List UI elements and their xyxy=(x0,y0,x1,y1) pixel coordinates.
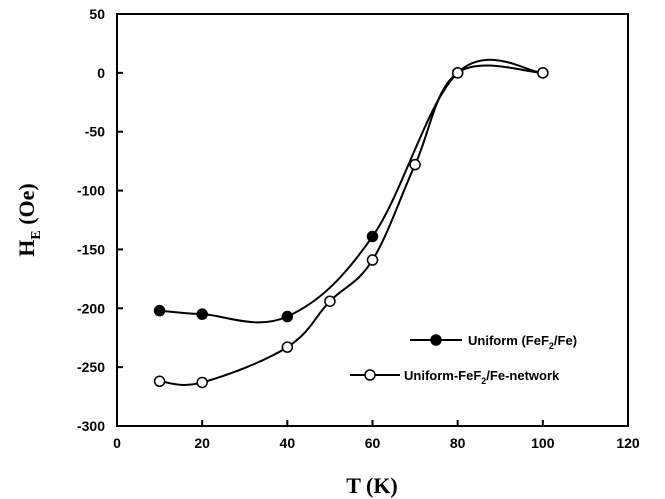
x-tick-label: 60 xyxy=(365,435,381,451)
data-point-0 xyxy=(196,308,208,320)
data-point-1 xyxy=(281,341,294,353)
data-point-1 xyxy=(153,375,166,388)
y-tick-label: 0 xyxy=(97,65,105,81)
data-point-1 xyxy=(196,376,208,389)
legend-marker-network xyxy=(364,369,376,381)
x-axis-title: T (K) xyxy=(346,473,398,498)
y-tick-label: -50 xyxy=(85,124,105,140)
y-tick-label: 50 xyxy=(89,6,105,22)
y-axis-title: HE (Oe) xyxy=(14,183,44,257)
data-point-1 xyxy=(451,67,464,79)
y-axis-title-units: (Oe) xyxy=(14,183,39,230)
data-point-1 xyxy=(366,254,379,266)
y-tick-label: -300 xyxy=(77,418,105,434)
y-tick-label: -250 xyxy=(77,359,105,375)
y-axis: -300 -250 -200 -150 -100 -50 0 50 xyxy=(77,6,123,434)
x-tick-label: 40 xyxy=(280,435,296,451)
data-point-1 xyxy=(409,158,421,171)
x-axis: 0 20 40 60 80 100 120 xyxy=(113,420,640,451)
legend: Uniform (FeF2/Fe) Uniform-FeF2/Fe-networ… xyxy=(350,333,577,386)
data-point-0 xyxy=(366,230,379,243)
x-tick-label: 120 xyxy=(616,435,640,451)
y-axis-title-subscript: E xyxy=(29,230,44,239)
legend-marker-uniform xyxy=(430,334,442,346)
x-tick-label: 80 xyxy=(450,435,466,451)
data-point-0 xyxy=(281,310,294,323)
y-tick-label: -100 xyxy=(77,183,105,199)
x-tick-label: 0 xyxy=(113,435,121,451)
legend-label-uniform: Uniform (FeF2/Fe) xyxy=(468,333,577,351)
plot-frame xyxy=(116,13,629,427)
y-tick-label: -200 xyxy=(77,300,105,316)
y-axis-title-main: H xyxy=(14,240,39,257)
x-tick-label: 100 xyxy=(531,435,555,451)
series-points xyxy=(153,67,549,389)
y-tick-label: -150 xyxy=(77,241,105,257)
data-point-1 xyxy=(537,67,549,79)
x-tick-label: 20 xyxy=(194,435,210,451)
data-point-1 xyxy=(324,295,336,307)
data-point-0 xyxy=(153,304,166,317)
legend-label-network: Uniform-FeF2/Fe-network xyxy=(404,368,560,386)
